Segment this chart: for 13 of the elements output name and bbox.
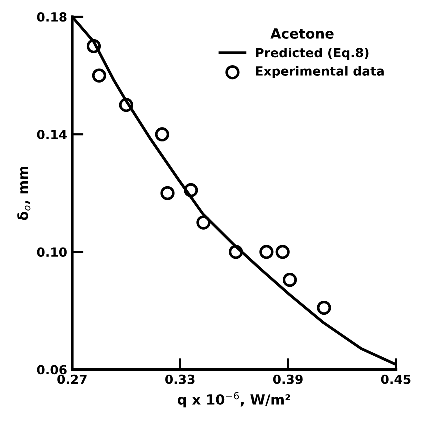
x-tick-label: 0.39 bbox=[273, 374, 303, 384]
x-tick-label: 0.45 bbox=[381, 374, 411, 384]
x-axis-title: q x 10$^{−6}$, W/m² bbox=[178, 392, 290, 408]
x-tick-label: 0.33 bbox=[166, 374, 195, 384]
y-tick-label: 0.18 bbox=[37, 12, 67, 22]
y-tick-label: 0.10 bbox=[37, 248, 67, 258]
legend-title: Acetone bbox=[270, 28, 334, 39]
y-axis-title: δ$_{o}$, mm bbox=[18, 166, 31, 220]
legend-label: Predicted (Eq.8) bbox=[256, 48, 369, 60]
y-tick-label: 0.14 bbox=[37, 130, 67, 140]
x-tick-label: 0.27 bbox=[58, 374, 87, 384]
legend-label: Experimental data bbox=[256, 66, 384, 78]
y-tick-label: 0.06 bbox=[37, 365, 67, 375]
